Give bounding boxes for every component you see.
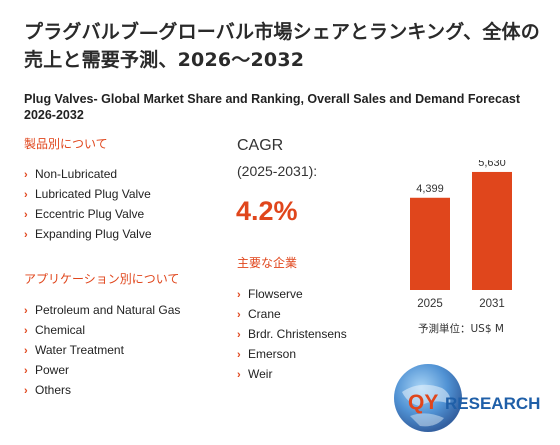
logo-research-text: RESEARCH [445,394,540,413]
chevron-right-icon: › [24,365,28,377]
list-item: › Emerson [237,344,347,364]
forecast-unit-label: 予測単位：US$ M [418,323,504,335]
logo-qy-text: QY [408,391,438,414]
companies-list: › Flowserve › Crane › Brdr. Christensens › E… [237,284,347,384]
data-label-2031: 5,630 [478,160,506,169]
list-item: › Petroleum and Natural Gas [24,300,180,320]
by-application-list: › Petroleum and Natural Gas › Chemical › Wa… [24,300,180,400]
chevron-right-icon: › [237,329,241,341]
list-item: › Water Treatment [24,340,180,360]
list-item: › Power [24,360,180,380]
cagr-value: 4.2% [236,196,298,226]
chevron-right-icon: › [237,349,241,361]
chevron-right-icon: › [24,305,28,317]
cagr-label: CAGR [237,137,284,154]
by-type-heading: 製品別について [24,137,108,151]
data-label-2025: 4,399 [416,183,444,195]
qyresearch-logo: QY RESEARCH [394,364,540,432]
by-application-heading: アプリケーション別について [24,272,180,286]
list-item: › Others [24,380,180,400]
chevron-right-icon: › [24,345,28,357]
page-title: プラグバルブ—グローバル市場シェアとランキング、全体の売上と需要予測、2026〜… [24,21,540,71]
list-item: › Lubricated Plug Valve [24,184,152,204]
chevron-right-icon: › [24,385,28,397]
chevron-right-icon: › [237,369,241,381]
cagr-period: (2025-2031): [237,163,318,179]
tick-label-2031: 2031 [479,298,505,310]
chevron-right-icon: › [24,325,28,337]
chevron-right-icon: › [24,209,28,221]
list-item: › Brdr. Christensens [237,324,347,344]
chevron-right-icon: › [24,189,28,201]
chevron-right-icon: › [237,289,241,301]
chevron-right-icon: › [237,309,241,321]
bar-2031 [472,171,512,290]
list-item: › Expanding Plug Valve [24,224,152,244]
list-item: › Non-Lubricated [24,164,152,184]
bar-2025 [410,197,450,290]
companies-heading: 主要な企業 [237,256,298,270]
list-item: › Chemical [24,320,180,340]
list-item: › Flowserve [237,284,347,304]
market-size-bar-chart: 4,399 2025 5,630 2031 [410,160,512,310]
page-subtitle: Plug Valves- Global Market Share and Ran… [24,92,521,122]
chevron-right-icon: › [24,229,28,241]
by-type-list: › Non-Lubricated › Lubricated Plug Valve ›… [24,164,152,244]
list-item: › Crane [237,304,347,324]
tick-label-2025: 2025 [417,298,443,310]
list-item: › Weir [237,364,347,384]
chevron-right-icon: › [24,169,28,181]
list-item: › Eccentric Plug Valve [24,204,152,224]
